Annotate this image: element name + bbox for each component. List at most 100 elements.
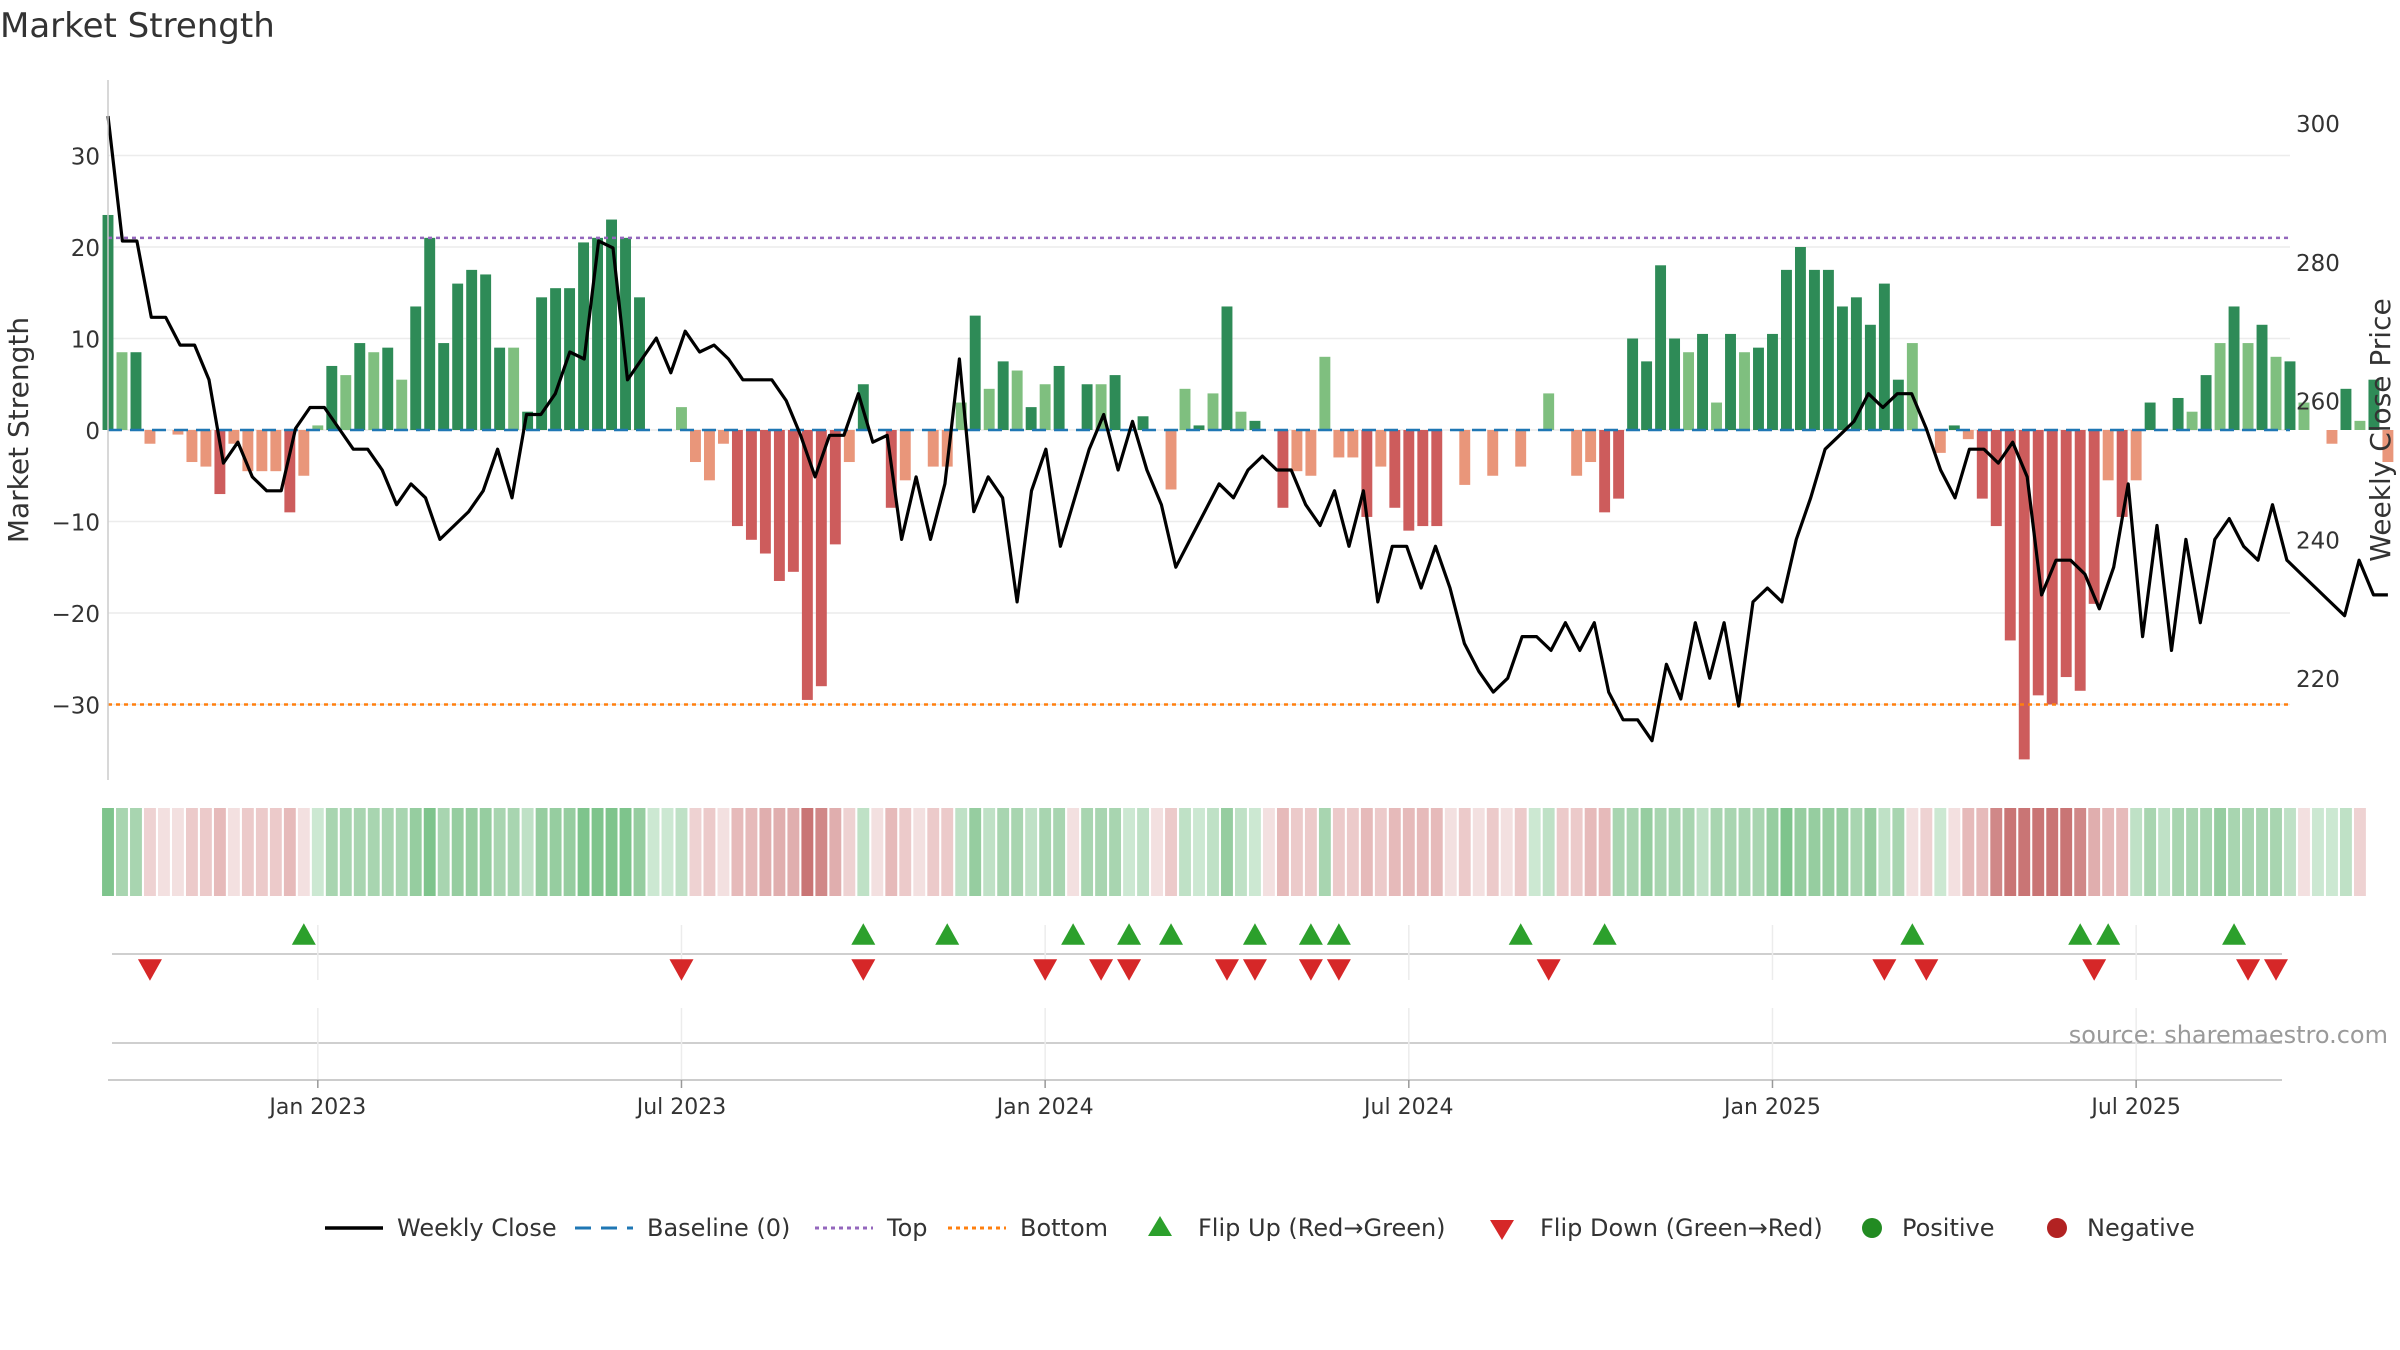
strength-bar [1781, 269, 1792, 430]
strength-bar [2242, 343, 2254, 430]
left-axis-title: Market Strength [2, 317, 35, 543]
strip-cell [815, 808, 828, 896]
strength-bar [298, 430, 310, 476]
strength-bar [2270, 356, 2282, 430]
strip-cell [1724, 808, 1737, 896]
strip-cell [255, 808, 268, 896]
strength-bar [1333, 430, 1345, 458]
strength-bar [1095, 384, 1107, 430]
weekly-close-line [106, 115, 2388, 743]
strength-bar [773, 430, 785, 581]
legend-item: Flip Down (Green→Red) [1490, 1214, 1823, 1242]
legend-label: Positive [1902, 1214, 1995, 1242]
strip-cell [1137, 808, 1149, 896]
strip-cell [1752, 808, 1765, 896]
strip-cell [689, 808, 702, 896]
strength-bar [1878, 283, 1890, 430]
strip-cell [1500, 808, 1513, 896]
strip-cell [1444, 808, 1457, 896]
strip-cell [2116, 808, 2129, 896]
strength-bar [172, 430, 184, 435]
strip-cell [1892, 808, 1905, 896]
right-tick-label: 280 [2296, 251, 2340, 277]
strip-cell [1388, 808, 1401, 896]
strength-bar [1011, 370, 1023, 430]
strip-cell [2312, 808, 2324, 896]
flip-up-marker [291, 923, 316, 945]
strip-cell [185, 808, 198, 896]
right-tick-label: 220 [2296, 667, 2340, 693]
strip-cell [423, 808, 436, 896]
strip-cell [1542, 808, 1555, 896]
strength-bar [214, 430, 226, 495]
strength-bar [1431, 430, 1443, 527]
strip-cell [619, 808, 632, 896]
left-tick-label: 30 [71, 145, 100, 171]
right-tick-label: 300 [2296, 112, 2340, 138]
strength-bar [2382, 430, 2394, 463]
strip-cell [1612, 808, 1625, 896]
strength-bar [536, 297, 548, 430]
strip-cell [2144, 808, 2157, 896]
strip-cell [1221, 808, 1233, 896]
strength-bar [1053, 365, 1065, 430]
strip-cell [1780, 808, 1793, 896]
strength-bar [466, 269, 478, 430]
strength-bar [2116, 430, 2128, 517]
strip-cell [1360, 808, 1373, 896]
left-tick-label: 20 [71, 236, 100, 262]
flip-down-marker [1242, 959, 1267, 981]
strip-cell [283, 808, 296, 896]
strength-bar [270, 430, 282, 472]
strip-cell [871, 808, 884, 896]
strength-bar [1934, 430, 1946, 453]
strength-bar [1850, 297, 1862, 430]
strip-cell [1304, 808, 1317, 896]
left-tick-label: −30 [51, 694, 100, 720]
strip-cell [1976, 808, 1989, 896]
strength-bar [1207, 393, 1219, 430]
strip-cell [1179, 808, 1191, 896]
strength-bar [1599, 430, 1611, 513]
strength-bar [2340, 388, 2352, 430]
strip-cell [801, 808, 814, 896]
strip-cell [1920, 808, 1933, 896]
strength-bar [284, 430, 296, 513]
strength-bar [1962, 430, 1974, 440]
strength-bar [1906, 343, 1918, 430]
strength-bar [2102, 430, 2114, 481]
strip-cell [1584, 808, 1597, 896]
flip-up-marker [1326, 923, 1351, 945]
legend-item: Top [815, 1214, 928, 1242]
strength-bar [326, 365, 338, 430]
strength-bar [717, 430, 729, 444]
strip-cell [2102, 808, 2115, 896]
strength-bar [955, 402, 967, 430]
strip-cell [2228, 808, 2240, 896]
strength-bar [1976, 430, 1988, 499]
strength-bar [1683, 352, 1695, 430]
strip-cell [1570, 808, 1583, 896]
strength-bar [969, 315, 981, 430]
strength-bar [1039, 384, 1051, 430]
legend-label: Weekly Close [397, 1214, 557, 1242]
strength-bar [1892, 379, 1904, 430]
flip-down-marker [1117, 959, 1142, 981]
flip-up-marker [935, 923, 960, 945]
strip-cell [2130, 808, 2143, 896]
strength-bar [452, 283, 464, 430]
flip-up-marker [1242, 923, 1267, 945]
strength-bar [508, 347, 520, 430]
legend-item: Bottom [948, 1214, 1108, 1242]
strip-cell [717, 808, 730, 896]
strip-cell [395, 808, 408, 896]
strip-cell [969, 808, 982, 896]
strip-cell [297, 808, 310, 896]
strip-cell [1402, 808, 1415, 896]
strip-cell [1710, 808, 1723, 896]
strip-cell [1626, 808, 1639, 896]
strip-cell [1906, 808, 1919, 896]
strength-bar [1361, 430, 1373, 517]
strip-cell [2046, 808, 2059, 896]
strength-bar [256, 430, 268, 472]
